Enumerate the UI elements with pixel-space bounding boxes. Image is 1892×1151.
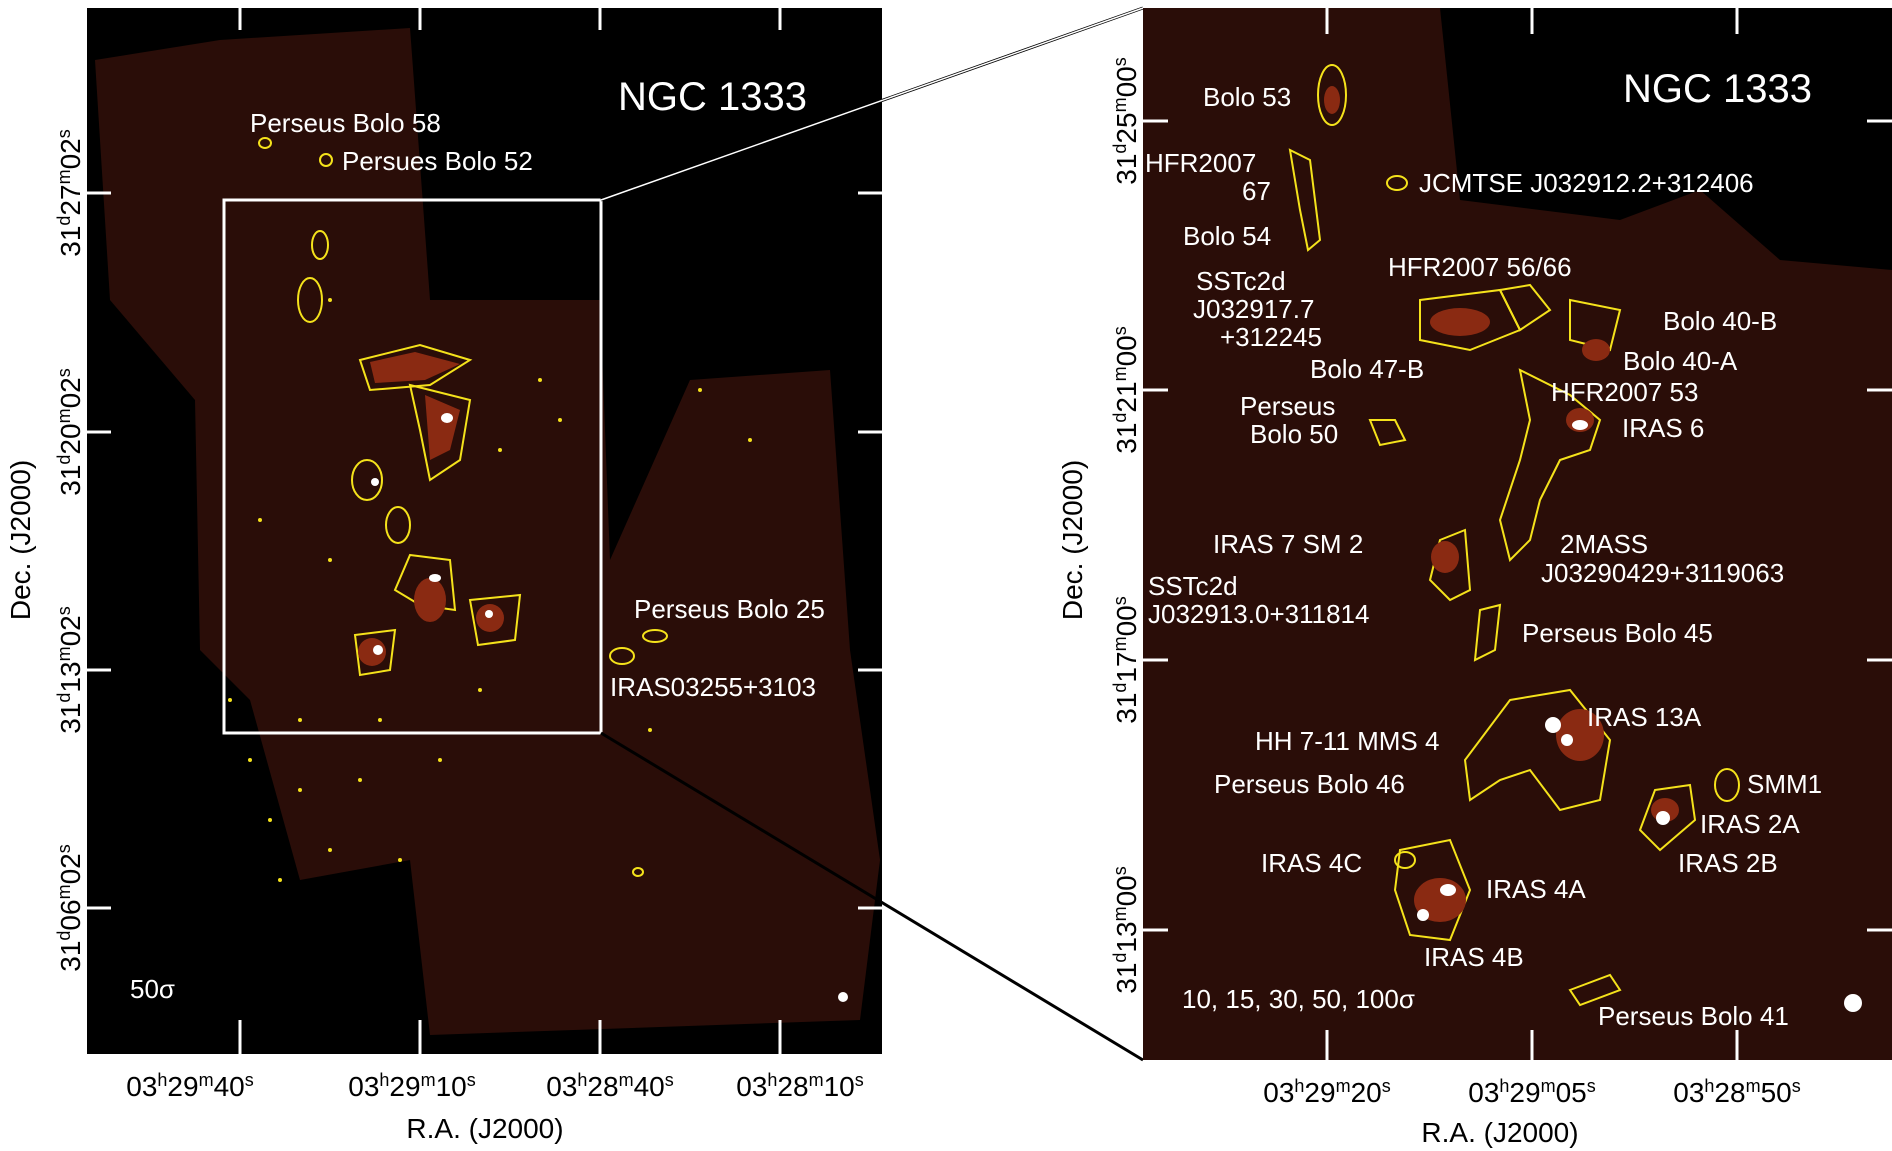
right-contours: [1288, 64, 1740, 1007]
right-dec-ticklabels: 31d25m00s 31d21m00s 31d17m00s 31d13m00s: [1110, 57, 1142, 993]
left-src-0: Perseus Bolo 58: [250, 108, 441, 138]
left-src-2: Perseus Bolo 25: [634, 594, 825, 624]
right-src-21: Perseus Bolo 45: [1522, 618, 1713, 648]
right-dec-1: 31d21m00s: [1110, 326, 1142, 453]
right-dec-0: 31d25m00s: [1110, 57, 1142, 184]
right-ra-1: 03h29m05s: [1468, 1076, 1595, 1108]
right-contour-levels: 10, 15, 30, 50, 100σ: [1182, 984, 1415, 1014]
right-ylabel: Dec. (J2000): [1057, 460, 1088, 620]
right-src-2: 67: [1242, 176, 1271, 206]
left-dec-1: 31d20m02s: [54, 368, 86, 495]
right-panel: NGC 1333 10, 15, 30, 50, 100σ Bolo 53 HF…: [1057, 8, 1892, 1148]
left-ra-0: 03h29m40s: [126, 1070, 253, 1102]
right-src-31: Perseus Bolo 41: [1598, 1001, 1789, 1031]
right-xlabel: R.A. (J2000): [1421, 1117, 1578, 1148]
right-src-0: Bolo 53: [1203, 82, 1291, 112]
right-src-10: Bolo 47-B: [1310, 354, 1424, 384]
left-dec-2: 31d13m02s: [54, 606, 86, 733]
left-xlabel: R.A. (J2000): [406, 1113, 563, 1144]
right-src-15: IRAS 6: [1622, 413, 1704, 443]
right-title: NGC 1333: [1623, 67, 1812, 111]
left-dec-3: 31d06m02s: [54, 844, 86, 971]
right-ra-2: 03h28m50s: [1673, 1076, 1800, 1108]
left-ra-2: 03h28m40s: [546, 1070, 673, 1102]
right-src-14: Bolo 50: [1250, 419, 1338, 449]
right-src-4: Bolo 54: [1183, 221, 1271, 251]
right-src-5: SSTc2d: [1196, 266, 1286, 296]
left-panel: NGC 1333 50σ Perseus Bolo 58 Persues Bol…: [5, 8, 882, 1144]
right-ra-0: 03h29m20s: [1263, 1076, 1390, 1108]
right-src-26: IRAS 2A: [1700, 809, 1800, 839]
right-src-1: HFR2007: [1145, 148, 1256, 178]
left-dec-0: 31d27m02s: [54, 129, 86, 256]
right-ra-ticklabels: 03h29m20s 03h29m05s 03h28m50s: [1263, 1076, 1800, 1108]
right-src-24: Perseus Bolo 46: [1214, 769, 1405, 799]
left-ra-3: 03h28m10s: [736, 1070, 863, 1102]
right-src-13: Perseus: [1240, 391, 1335, 421]
zoom-region-box: [222, 198, 603, 735]
right-src-11: Bolo 40-A: [1623, 346, 1738, 376]
right-src-18: J03290429+3119063: [1541, 558, 1784, 588]
right-map-coverage: [1143, 8, 1892, 1060]
right-src-17: 2MASS: [1560, 529, 1648, 559]
right-dec-3: 31d13m00s: [1110, 866, 1142, 993]
left-peaks: [371, 413, 848, 1002]
left-scale-label: 50σ: [130, 974, 175, 1004]
zoom-connectors: [600, 6, 1144, 1062]
right-src-7: +312245: [1220, 322, 1322, 352]
left-ticks: [87, 8, 882, 1054]
right-src-23: HH 7-11 MMS 4: [1255, 726, 1439, 756]
right-src-30: IRAS 4B: [1424, 942, 1524, 972]
right-src-3: JCMTSE J032912.2+312406: [1419, 168, 1754, 198]
left-src-1: Persues Bolo 52: [342, 146, 533, 176]
right-src-19: SSTc2d: [1148, 571, 1238, 601]
right-src-27: IRAS 2B: [1678, 848, 1778, 878]
left-ylabel: Dec. (J2000): [5, 460, 36, 620]
right-src-6: J032917.7: [1193, 294, 1314, 324]
right-src-20: J032913.0+311814: [1148, 599, 1369, 629]
left-scatter-dots: [228, 298, 752, 882]
left-ra-1: 03h29m10s: [348, 1070, 475, 1102]
left-title: NGC 1333: [618, 75, 807, 119]
right-src-8: HFR2007 56/66: [1388, 252, 1572, 282]
right-src-25: SMM1: [1747, 769, 1822, 799]
left-cores: [358, 352, 504, 666]
right-ticks: [1143, 8, 1892, 1060]
right-src-29: IRAS 4A: [1486, 874, 1586, 904]
right-src-16: IRAS 7 SM 2: [1213, 529, 1363, 559]
right-peaks: [1417, 420, 1862, 1012]
right-src-9: Bolo 40-B: [1663, 306, 1777, 336]
right-src-22: IRAS 13A: [1587, 702, 1702, 732]
left-dec-ticklabels: 31d27m02s 31d20m02s 31d13m02s 31d06m02s: [54, 129, 86, 971]
left-src-3: IRAS03255+3103: [610, 672, 816, 702]
right-dec-2: 31d17m00s: [1110, 596, 1142, 723]
left-ra-ticklabels: 03h29m40s 03h29m10s 03h28m40s 03h28m10s: [126, 1070, 863, 1102]
right-src-28: IRAS 4C: [1261, 848, 1362, 878]
right-src-12: HFR2007 53: [1551, 377, 1698, 407]
